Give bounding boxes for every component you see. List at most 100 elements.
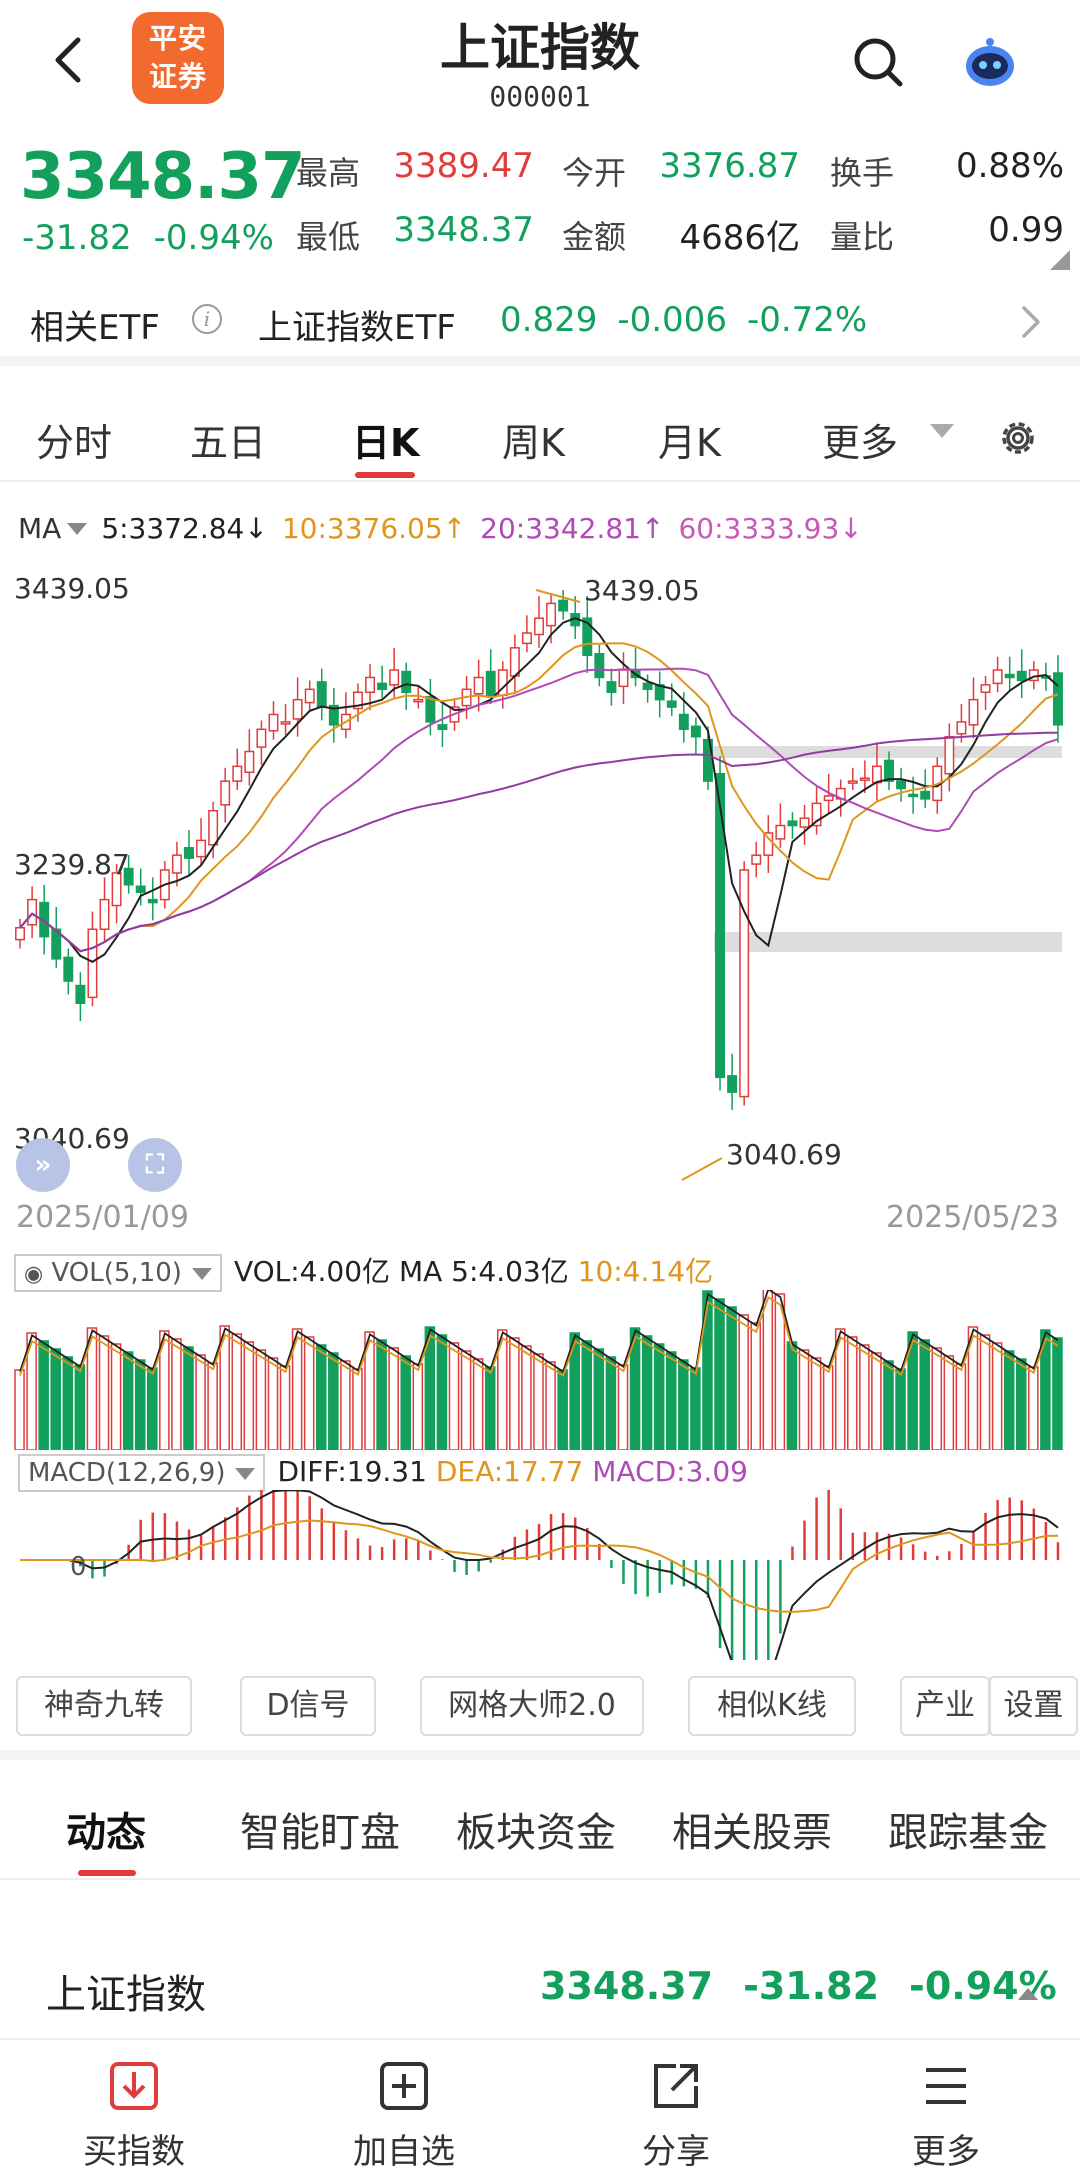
volume-bar (484, 1366, 496, 1450)
share-icon (654, 2064, 698, 2108)
candle-body (425, 695, 436, 723)
candle-body (171, 854, 182, 874)
candle-body (992, 669, 1003, 685)
volume-bar (907, 1331, 918, 1450)
info-icon[interactable]: i (192, 304, 222, 334)
ma5-value: 5:3372.84↓ (101, 512, 268, 545)
expand-left-button[interactable]: » (16, 1138, 70, 1192)
tool-magic-nine[interactable]: 神奇九转 (16, 1676, 192, 1736)
dea-line (20, 1519, 1059, 1613)
candle-body (884, 759, 894, 782)
low-value: 3348.37 (393, 210, 534, 250)
chevron-down-icon (191, 1267, 212, 1280)
candle-body (690, 725, 701, 738)
tab-daily-k[interactable]: 日K (352, 421, 420, 465)
index-summary-row[interactable]: 上证指数 3348.37 -31.82 -0.94% (0, 1950, 1080, 2040)
nav-add-watchlist[interactable]: 加自选 (304, 2058, 504, 2173)
tool-industry[interactable]: 产业 (900, 1676, 990, 1736)
candle-body (135, 885, 146, 893)
volume-bar (134, 1359, 146, 1450)
candle-body (775, 824, 786, 840)
tab-smart-watch[interactable]: 智能盯盘 (240, 1810, 400, 1856)
tab-news[interactable]: 动态 (66, 1810, 146, 1856)
related-etf-row[interactable]: 相关ETF i 上证指数ETF 0.829 -0.006 -0.72% (0, 282, 1080, 366)
volume-bar (86, 1327, 98, 1450)
volume-chart[interactable] (0, 1290, 1080, 1450)
tab-tracking-funds[interactable]: 跟踪基金 (888, 1810, 1048, 1856)
high-label: 最高 (296, 154, 361, 192)
volume-bar (955, 1363, 967, 1450)
ma-dropdown-icon[interactable] (67, 523, 88, 535)
chevron-up-icon[interactable] (1018, 1988, 1038, 2000)
volume-bar (472, 1358, 484, 1450)
volume-bar (605, 1356, 617, 1450)
tool-grid-master[interactable]: 网格大师2.0 (420, 1676, 644, 1736)
ma5-line (19, 617, 1059, 963)
robot-assistant-icon[interactable] (958, 30, 1022, 94)
chevron-down-icon[interactable] (930, 424, 954, 438)
volume-bar (183, 1346, 194, 1450)
tool-buttons: 神奇九转 D信号 网格大师2.0 相似K线 产业 设置 (0, 1676, 1080, 1740)
tab-more[interactable]: 更多 (822, 421, 899, 465)
ma-label[interactable]: MA (18, 512, 62, 545)
vol-indicator-selector[interactable]: ◉ VOL(5,10) (14, 1254, 222, 1292)
volume-bar (352, 1368, 363, 1450)
index-change-percent: -0.94% (909, 1964, 1057, 2008)
volume-bar (267, 1357, 279, 1450)
volume-bar (62, 1356, 74, 1450)
candle-body (389, 669, 400, 686)
volume-bar (122, 1351, 134, 1450)
candle-body (63, 956, 74, 982)
candle-body (365, 676, 376, 694)
macd-indicator-selector[interactable]: MACD(12,26,9) (18, 1454, 266, 1492)
candle-body (558, 599, 569, 612)
volume-bar (847, 1336, 858, 1450)
tab-intraday[interactable]: 分时 (36, 421, 113, 465)
volume-bar (388, 1347, 399, 1450)
high-value: 3389.47 (393, 146, 534, 186)
volume-bar (50, 1348, 62, 1450)
tool-settings[interactable]: 设置 (988, 1676, 1078, 1736)
candle-body (666, 700, 677, 708)
candle-body (292, 698, 303, 720)
back-arrow-icon[interactable] (40, 30, 100, 90)
volume-bar (943, 1355, 955, 1450)
volume-bar (424, 1326, 436, 1450)
volume-bar (171, 1338, 182, 1450)
tab-five-day[interactable]: 五日 (190, 421, 267, 465)
volume-bar (919, 1339, 930, 1450)
volume-bar (545, 1361, 556, 1450)
kline-chart[interactable] (0, 560, 1080, 1220)
volume-bar (110, 1343, 122, 1450)
volume-bar (509, 1337, 520, 1450)
tab-weekly-k[interactable]: 周K (502, 421, 565, 465)
gear-icon[interactable] (994, 414, 1042, 462)
volume-bar (810, 1357, 822, 1450)
volume-bar (207, 1362, 218, 1450)
tab-related-stocks[interactable]: 相关股票 (672, 1810, 832, 1856)
tool-d-signal[interactable]: D信号 (240, 1676, 376, 1736)
volume-bar (690, 1367, 701, 1450)
fullscreen-button[interactable]: ⛶ (128, 1138, 182, 1192)
candle-body (847, 780, 858, 784)
search-icon[interactable] (848, 32, 908, 92)
volume-bar (98, 1335, 110, 1450)
candle-body (1016, 670, 1027, 682)
candle-body (316, 681, 327, 708)
tool-similar-kline[interactable]: 相似K线 (688, 1676, 856, 1736)
turnover-label: 换手 (830, 154, 895, 192)
candle-body (811, 802, 822, 827)
vol-ma10-line (19, 1296, 1059, 1377)
index-quote: 3348.37 -31.82 -0.94% (540, 1964, 1080, 2008)
nav-share[interactable]: 分享 (576, 2058, 776, 2173)
chevron-right-icon[interactable] (1010, 300, 1050, 344)
macd-chart[interactable] (0, 1490, 1080, 1660)
tab-sector-funds[interactable]: 板块资金 (456, 1810, 616, 1856)
candle-body (99, 898, 110, 930)
nav-more[interactable]: 更多 (846, 2058, 1046, 2173)
nav-buy-index[interactable]: 买指数 (34, 2058, 234, 2173)
volume-bar (665, 1351, 677, 1450)
volume-bar (219, 1325, 230, 1450)
tab-monthly-k[interactable]: 月K (658, 421, 721, 465)
volume-ratio-label: 量比 (830, 218, 895, 256)
